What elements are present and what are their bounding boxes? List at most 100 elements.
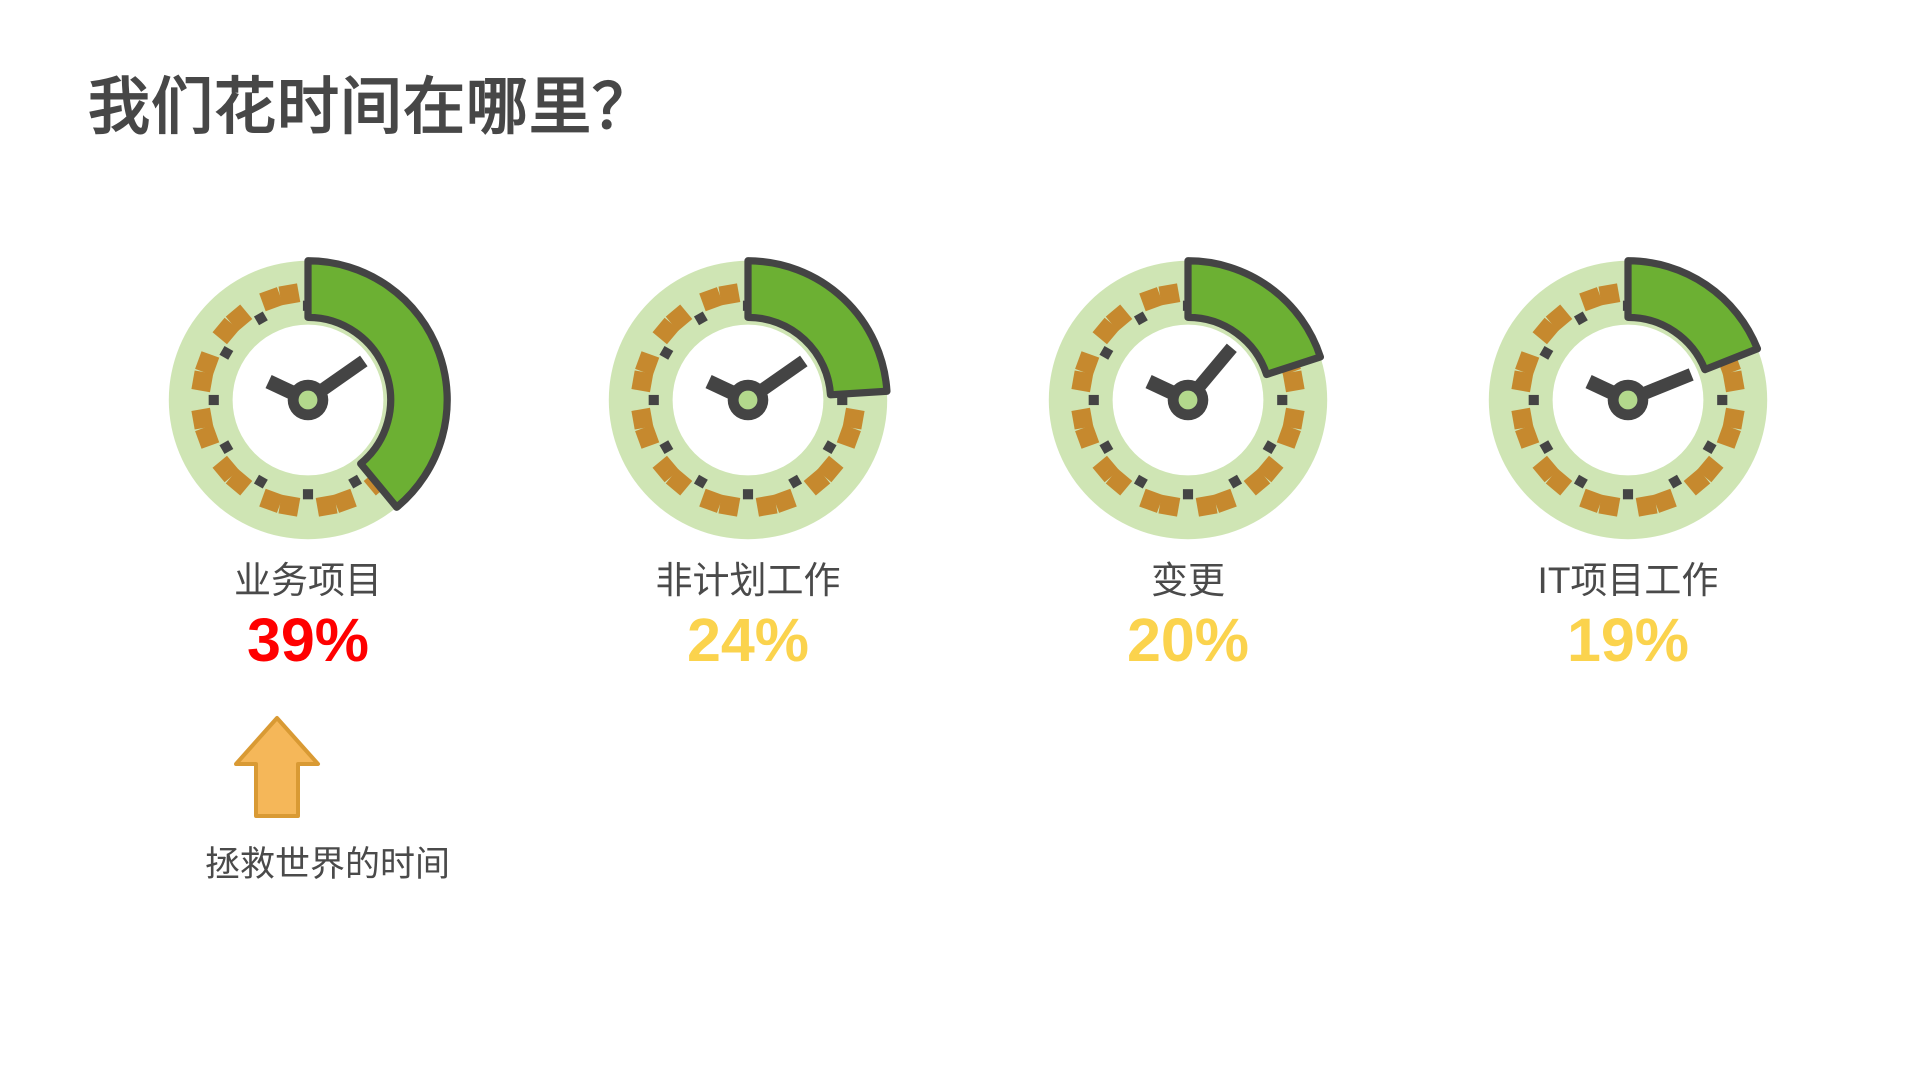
gauge-value-arc (1184, 257, 1325, 379)
gauge-minute-dash (1579, 488, 1604, 513)
gauge-minute-dash (631, 407, 654, 430)
gauge-hour-tick (1088, 394, 1099, 406)
gauge-hour-tick (788, 474, 803, 489)
gauge-minute-dash (1158, 494, 1181, 517)
gauge-minute-dash (1511, 370, 1534, 393)
gauge-label-3: 变更 (1151, 560, 1225, 601)
gauge-minute-dash (1635, 494, 1658, 517)
gauge-label-4: IT项目工作 (1537, 560, 1719, 601)
clock-gauge-3-svg (1048, 257, 1328, 540)
gauge-minute-dash (1071, 407, 1094, 430)
gauge-minute-dash (278, 283, 301, 306)
gauge-minute-dash (635, 351, 660, 376)
gauge-hour-tick (253, 474, 268, 489)
gauge-hour-tick (1573, 311, 1588, 326)
gauge-minute-dash (1195, 494, 1218, 517)
gauge-minute-dash (635, 424, 660, 449)
gauge-hour-tick (1099, 440, 1114, 455)
gauge-minute-dash (1212, 488, 1237, 513)
clock-hub-inner (738, 390, 758, 410)
gauge-minute-dash (1515, 424, 1540, 449)
gauge-hour-tick (1702, 440, 1717, 455)
callout-group: 拯救世界的时间 (205, 712, 565, 886)
gauge-hour-tick (1539, 440, 1554, 455)
gauge-minute-dash (1722, 370, 1745, 393)
gauge-value-arc (304, 257, 451, 511)
gauge-hour-tick (1277, 394, 1288, 406)
gauge-minute-dash (191, 370, 214, 393)
gauge-hour-tick (1133, 474, 1148, 489)
gauge-minute-dash (1652, 488, 1677, 513)
gauge-hour-tick (1228, 474, 1243, 489)
clock-gauge-3 (1043, 255, 1333, 545)
gauge-hour-tick (1622, 489, 1634, 500)
gauge-card-business-projects[interactable]: 业务项目 39% (88, 255, 528, 672)
gauge-hour-tick (219, 440, 234, 455)
gauge-value-2: 24% (686, 605, 810, 674)
gauge-minute-dash (1545, 304, 1573, 332)
clock-gauge-2-svg (608, 257, 891, 540)
gauge-minute-dash (1515, 351, 1540, 376)
gauge-minute-dash (836, 424, 861, 449)
gauge-minute-dash (1105, 304, 1133, 332)
gauge-hour-tick (822, 440, 837, 455)
gauge-minute-dash (1532, 455, 1560, 483)
gauge-minute-dash (1282, 370, 1305, 393)
gauge-hour-tick (219, 345, 234, 360)
gauge-minute-dash (259, 488, 284, 513)
gauge-minute-dash (699, 488, 724, 513)
clock-gauge-1 (163, 255, 453, 545)
gauge-minute-dash (652, 455, 680, 483)
callout-caption: 拯救世界的时间 (205, 845, 451, 884)
gauge-minute-dash (195, 351, 220, 376)
gauge-hour-tick (348, 474, 363, 489)
gauge-minute-dash (1139, 488, 1164, 513)
gauge-hour-tick (693, 311, 708, 326)
gauge-minute-dash (191, 407, 214, 430)
gauge-minute-dash (699, 287, 724, 312)
gauge-minute-dash (225, 304, 253, 332)
gauge-minute-dash (1075, 424, 1100, 449)
gauge-minute-dash (332, 488, 357, 513)
gauge-hour-tick (1528, 394, 1539, 406)
gauge-hour-tick (693, 474, 708, 489)
gauge-hour-tick (659, 440, 674, 455)
gauge-minute-dash (1092, 455, 1120, 483)
gauge-value-4: 19% (1566, 605, 1690, 674)
gauge-minute-dash (1598, 494, 1621, 517)
arrow-up-icon (234, 716, 320, 818)
gauge-minute-dash (1243, 468, 1271, 496)
gauge-minute-dash (1598, 283, 1621, 306)
gauge-row: 业务项目 39% 非计划工作 24% 变更 20% IT项目工作 19% (88, 255, 1848, 675)
gauge-hour-tick (1182, 489, 1194, 500)
gauge-minute-dash (1579, 287, 1604, 312)
clock-hub-inner (1618, 390, 1638, 410)
clock-gauge-4 (1483, 255, 1773, 545)
clock-gauge-4-svg (1488, 257, 1768, 540)
gauge-minute-dash (1722, 407, 1745, 430)
gauge-card-unplanned-work[interactable]: 非计划工作 24% (528, 255, 968, 672)
gauge-label-1: 业务项目 (234, 560, 382, 601)
gauge-hour-tick (302, 489, 314, 500)
gauge-card-changes[interactable]: 变更 20% (968, 255, 1408, 672)
gauge-hour-tick (742, 489, 754, 500)
gauge-minute-dash (803, 468, 831, 496)
clock-gauge-1-svg (168, 257, 451, 540)
gauge-minute-dash (195, 424, 220, 449)
gauge-card-it-project-work[interactable]: IT项目工作 19% (1408, 255, 1848, 672)
gauge-minute-dash (665, 304, 693, 332)
gauge-minute-dash (718, 283, 741, 306)
gauge-hour-tick (648, 394, 659, 406)
gauge-minute-dash (631, 370, 654, 393)
gauge-hour-tick (1099, 345, 1114, 360)
gauge-minute-dash (842, 407, 865, 430)
gauge-value-3: 20% (1126, 605, 1250, 674)
gauge-minute-dash (1511, 407, 1534, 430)
gauge-minute-dash (315, 494, 338, 517)
gauge-minute-dash (1075, 351, 1100, 376)
gauge-minute-dash (1139, 287, 1164, 312)
gauge-label-2: 非计划工作 (655, 560, 841, 601)
clock-gauge-2 (603, 255, 893, 545)
gauge-hour-tick (253, 311, 268, 326)
